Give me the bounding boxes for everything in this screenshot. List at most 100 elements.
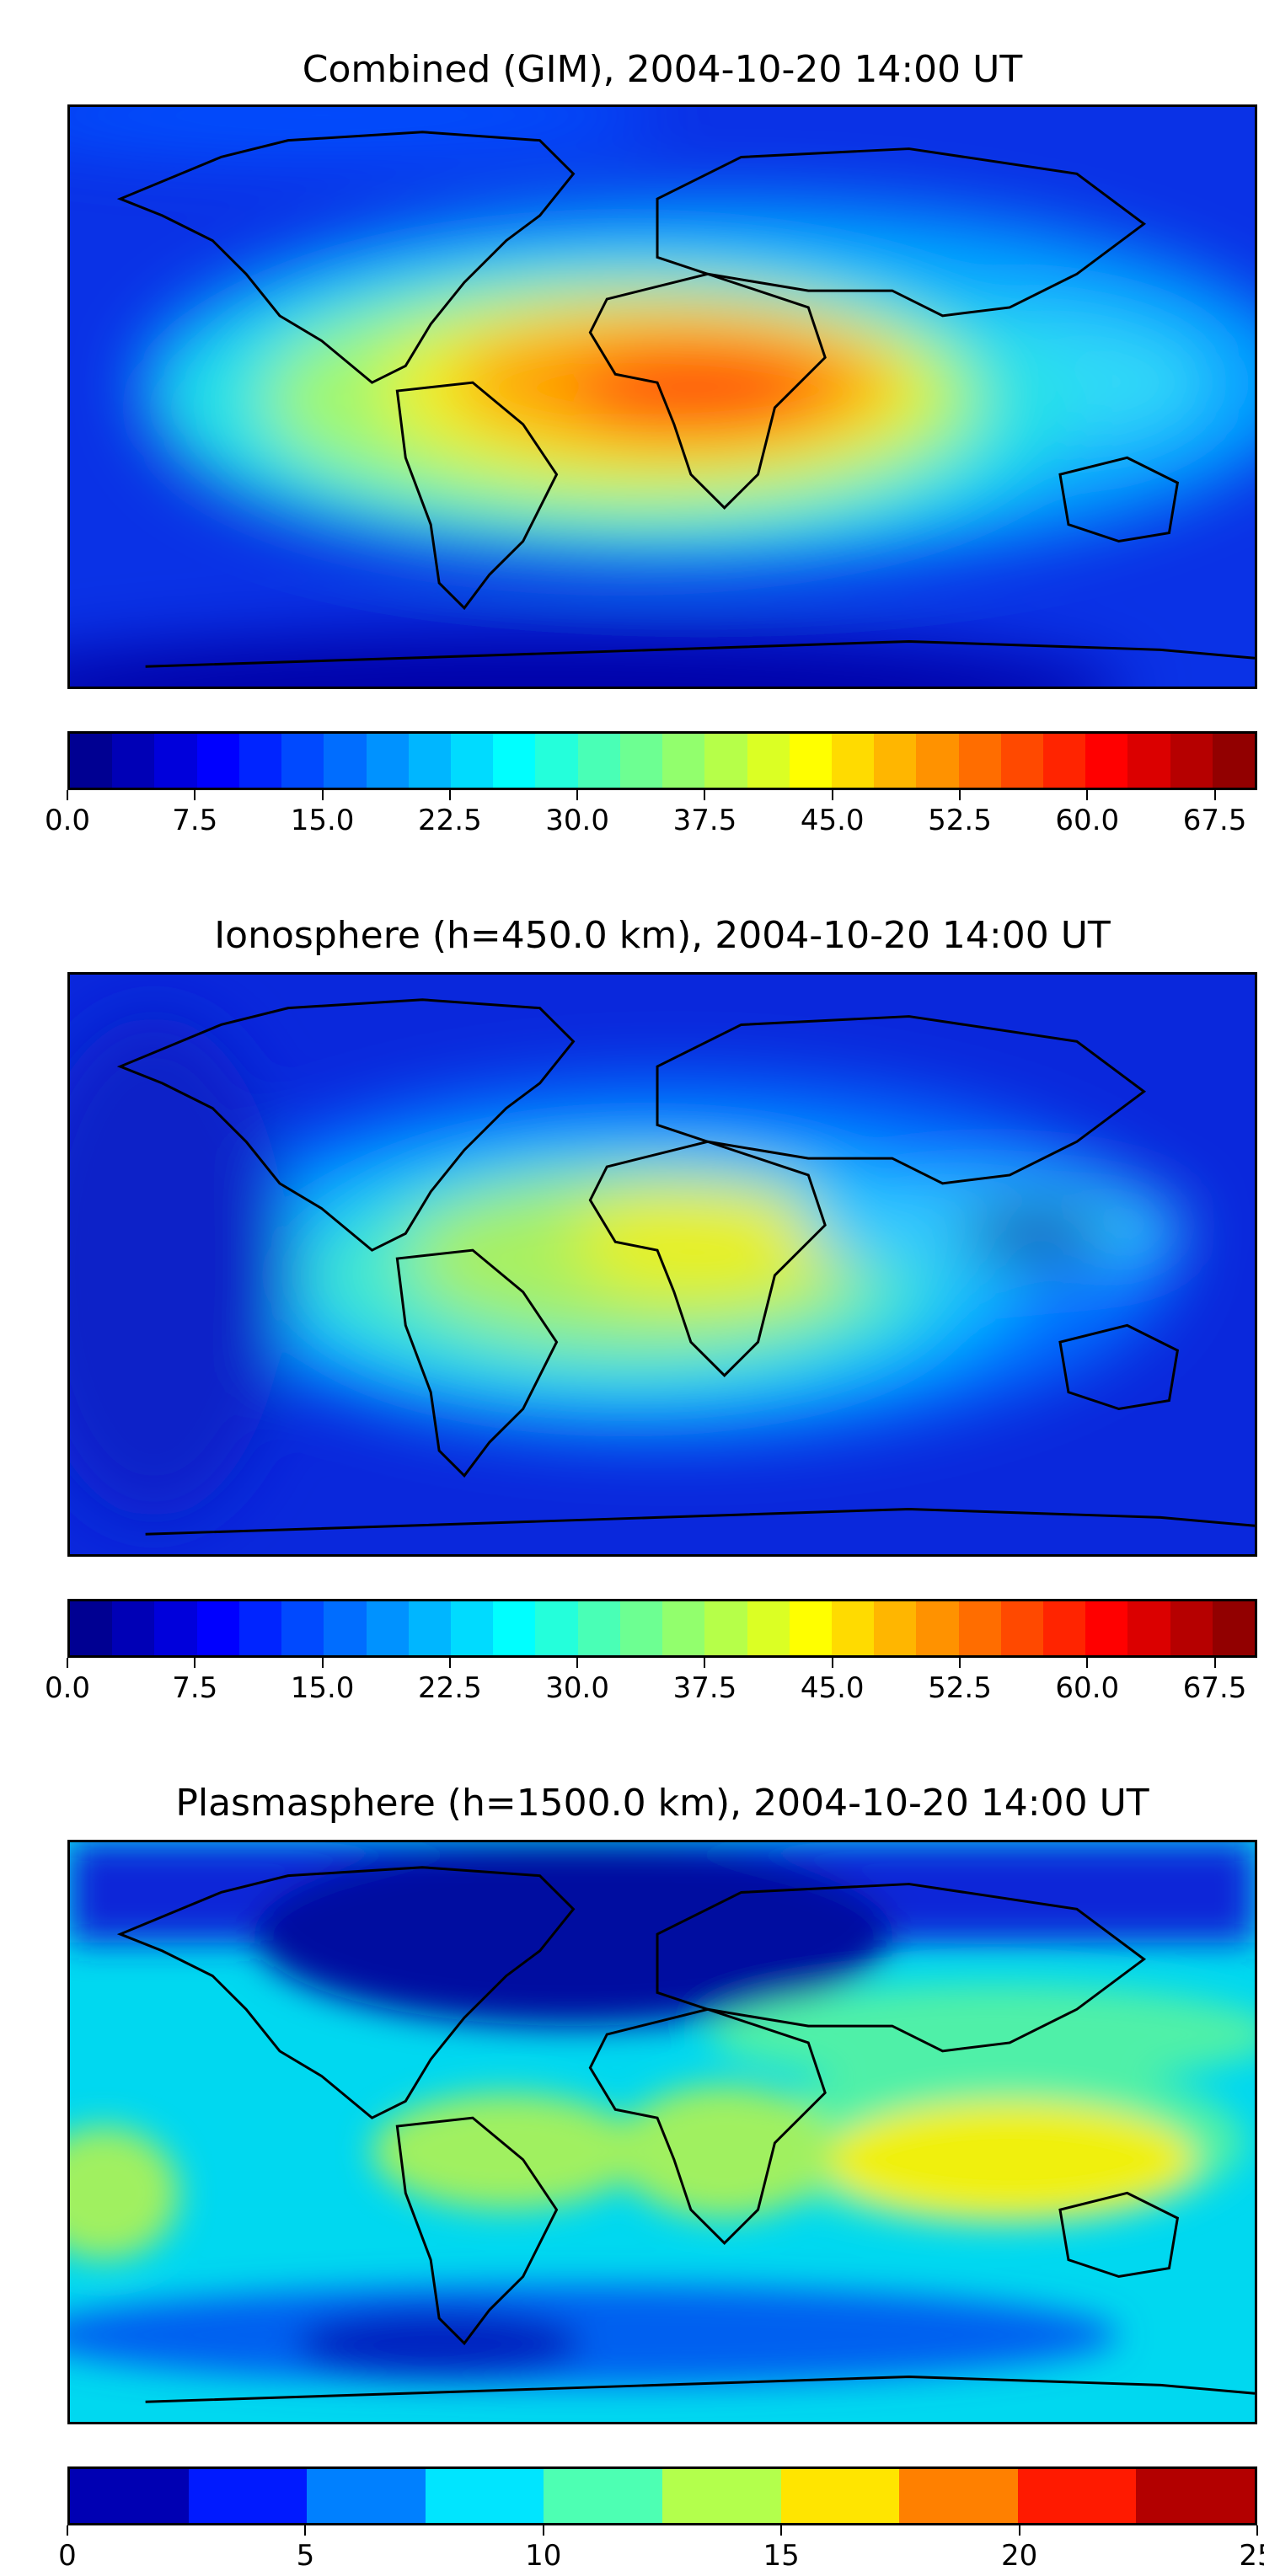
colorbar-level	[1017, 2469, 1137, 2523]
colorbar-level	[1085, 734, 1128, 788]
colorbar-level	[324, 734, 367, 788]
colorbar-tick-label: 15	[763, 2539, 800, 2573]
colorbar-level	[747, 734, 790, 788]
colorbar-level	[747, 1601, 790, 1655]
colorbar-level	[493, 734, 536, 788]
colorbar-level	[577, 734, 620, 788]
colorbar-level	[662, 734, 705, 788]
colorbar-level	[619, 734, 663, 788]
colorbar-level	[450, 1601, 494, 1655]
combined-tec-map	[67, 104, 1257, 689]
colorbar-level	[544, 2469, 662, 2523]
colorbar-tick-label: 20	[1000, 2539, 1038, 2573]
colorbar-tick-mark	[1086, 790, 1089, 800]
colorbar-level	[154, 1601, 197, 1655]
colorbar-level	[196, 1601, 239, 1655]
colorbar-level	[1085, 1601, 1128, 1655]
panel-2-title: Ionosphere (h=450.0 km), 2004-10-20 14:0…	[214, 914, 1111, 957]
colorbar-tick-label: 67.5	[1182, 804, 1247, 837]
plasmasphere-tec-map	[67, 1840, 1257, 2424]
colorbar-level	[1170, 734, 1213, 788]
colorbar-tick-label: 67.5	[1182, 1671, 1247, 1705]
colorbar-level	[577, 1601, 620, 1655]
colorbar-tick-mark	[1213, 790, 1216, 800]
colorbar-tick-label: 37.5	[672, 804, 737, 837]
colorbar-tick-label: 30.0	[545, 804, 609, 837]
colorbar-tick-label: 60.0	[1055, 1671, 1120, 1705]
colorbar-tick-mark	[194, 1658, 196, 1668]
colorbar-level	[916, 734, 959, 788]
coastlines	[116, 1866, 1255, 2403]
colorbar-tick-label: 52.5	[928, 1671, 992, 1705]
colorbar-tick-label: 0.0	[44, 804, 91, 837]
colorbar-tick-label: 10	[525, 2539, 562, 2573]
colorbar-tick-label: 7.5	[172, 804, 218, 837]
colorbar-tick-label: 5	[296, 2539, 315, 2573]
colorbar-level	[238, 1601, 282, 1655]
colorbar-level	[408, 734, 451, 788]
coastlines	[116, 131, 1255, 668]
colorbar-level	[112, 1601, 155, 1655]
colorbar-level	[874, 734, 917, 788]
panel-1-title: Combined (GIM), 2004-10-20 14:00 UT	[302, 48, 1023, 91]
colorbar-level	[307, 2469, 426, 2523]
colorbar-level	[188, 2469, 308, 2523]
colorbar-level	[324, 1601, 367, 1655]
ionosphere-colorbar	[67, 1599, 1257, 1658]
colorbar-tick-label: 45.0	[800, 804, 865, 837]
colorbar-level	[281, 734, 324, 788]
colorbar-level	[1000, 1601, 1044, 1655]
colorbar-level	[874, 1601, 917, 1655]
colorbar-tick-label: 37.5	[672, 1671, 737, 1705]
colorbar-level	[70, 2469, 189, 2523]
colorbar-tick-label: 0	[58, 2539, 77, 2573]
colorbar-tick-label: 22.5	[417, 1671, 482, 1705]
colorbar-level	[780, 2469, 900, 2523]
colorbar-level	[958, 734, 1001, 788]
colorbar-level	[366, 1601, 409, 1655]
colorbar-level	[831, 1601, 875, 1655]
colorbar-tick-label: 60.0	[1055, 804, 1120, 837]
colorbar-level	[704, 1601, 747, 1655]
colorbar-level	[1170, 1601, 1213, 1655]
colorbar-level	[366, 734, 409, 788]
colorbar-tick-mark	[1213, 1658, 1216, 1668]
colorbar-tick-mark	[831, 1658, 833, 1668]
colorbar-level	[1043, 734, 1086, 788]
colorbar-level	[238, 734, 282, 788]
colorbar-tick-label: 15.0	[290, 1671, 355, 1705]
coastlines	[116, 998, 1255, 1536]
plasmasphere-colorbar	[67, 2466, 1257, 2525]
colorbar-level	[916, 1601, 959, 1655]
colorbar-level	[70, 1601, 113, 1655]
colorbar-level	[789, 1601, 832, 1655]
colorbar-level	[661, 2469, 781, 2523]
colorbar-tick-mark	[67, 1658, 68, 1668]
colorbar-level	[281, 1601, 324, 1655]
combined-colorbar-ticks: 0.0 7.5 15.0 22.5 30.0 37.5 45.0 52.5 60.0 67.5	[45, 790, 1257, 841]
colorbar-tick-mark	[576, 790, 579, 800]
colorbar-level	[899, 2469, 1018, 2523]
colorbar-level	[704, 734, 747, 788]
colorbar-level	[1212, 734, 1255, 788]
colorbar-tick-label: 52.5	[928, 804, 992, 837]
colorbar-level	[789, 734, 832, 788]
colorbar-level	[425, 2469, 544, 2523]
colorbar-tick-label: 25	[1239, 2539, 1264, 2573]
colorbar-level	[1000, 734, 1044, 788]
colorbar-tick-mark	[1086, 1658, 1089, 1668]
colorbar-level	[958, 1601, 1001, 1655]
plasmasphere-colorbar-ticks: 0 5 10 15 20 25	[58, 2525, 1264, 2576]
colorbar-level	[70, 734, 113, 788]
colorbar-level	[1212, 1601, 1255, 1655]
colorbar-level	[196, 734, 239, 788]
ionosphere-tec-map	[67, 972, 1257, 1557]
colorbar-level	[535, 1601, 578, 1655]
ionosphere-colorbar-ticks: 0.0 7.5 15.0 22.5 30.0 37.5 45.0 52.5 60.0 67.5	[45, 1658, 1257, 1708]
colorbar-level	[662, 1601, 705, 1655]
colorbar-tick-mark	[959, 790, 961, 800]
combined-colorbar	[67, 731, 1257, 790]
colorbar-tick-label: 0.0	[44, 1671, 91, 1705]
colorbar-tick-mark	[704, 790, 706, 800]
colorbar-level	[1136, 2469, 1255, 2523]
